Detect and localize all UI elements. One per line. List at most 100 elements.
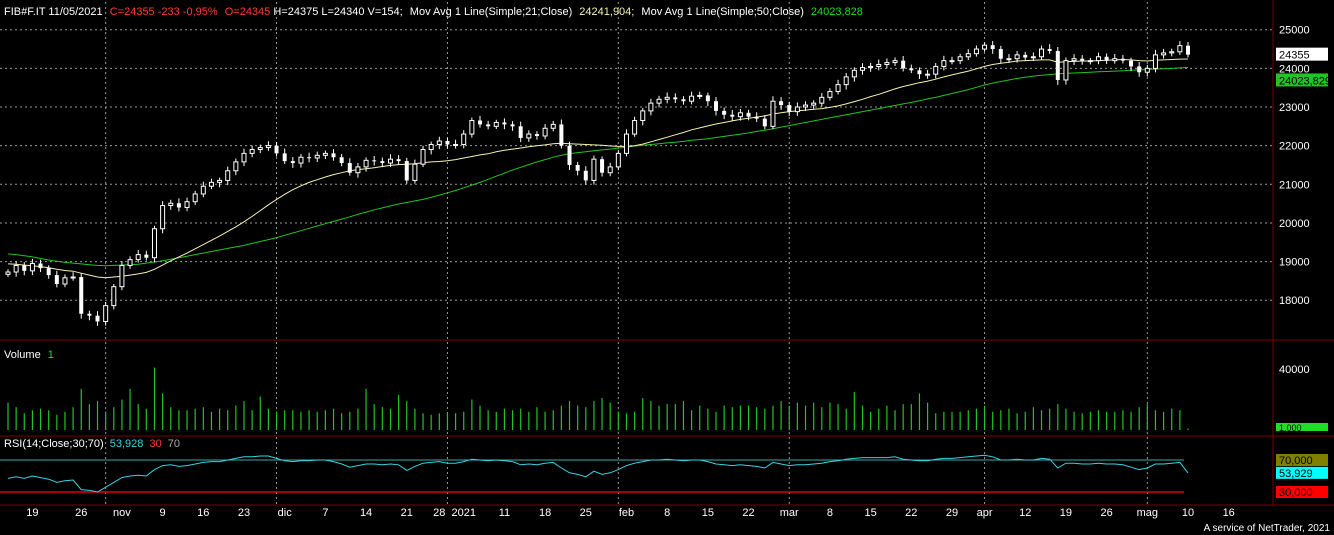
candle-body-up [941, 60, 947, 67]
x-tick-label: 16 [1223, 507, 1235, 519]
candle-body-down [307, 157, 312, 159]
candle-body-up [623, 133, 629, 154]
volume-tick-label: 40000 [1279, 364, 1310, 376]
candle-body-up [1063, 60, 1069, 81]
candle-body-up [648, 102, 654, 112]
rsi-value-box [1276, 466, 1328, 479]
candle-body-down [445, 141, 450, 145]
x-tick-label: 10 [1182, 507, 1194, 519]
candle-body-up [453, 143, 459, 146]
candle-body-up [420, 149, 426, 165]
x-tick-label: 15 [864, 507, 876, 519]
candle-body-up [192, 193, 198, 203]
x-tick-label: 19 [26, 507, 38, 519]
candle-body-up [1161, 52, 1167, 56]
candle-body-down [22, 265, 27, 271]
candle-body-up [770, 100, 776, 127]
x-tick-label: 19 [1060, 507, 1072, 519]
candle-body-down [331, 153, 336, 158]
candle-body-down [1120, 58, 1125, 61]
candle-body-down [681, 99, 686, 102]
rsi-value-box-label: 53,929 [1279, 468, 1313, 480]
candle-body-up [436, 140, 442, 145]
candle-body-up [314, 154, 320, 159]
candle-body-up [550, 123, 556, 129]
candle-body-down [1186, 45, 1190, 55]
price-tick-label: 21000 [1279, 179, 1310, 191]
candle-body-down [779, 101, 784, 106]
x-tick-label: mar [780, 507, 799, 519]
candle-body-up [884, 62, 890, 66]
candle-body-up [13, 264, 19, 273]
header-ma50-label: Mov Avg 1 Line(Simple;50;Close) [641, 6, 803, 18]
candle-body-up [1006, 58, 1012, 61]
candle-body-down [762, 118, 767, 127]
candle-body-up [1177, 45, 1183, 53]
candle-body-up [843, 76, 849, 86]
candle-body-up [355, 166, 361, 174]
candle-body-down [559, 124, 564, 146]
candle-body-down [404, 161, 409, 181]
candle-body-up [111, 286, 117, 307]
candle-body-up [1169, 51, 1175, 54]
candle-body-down [478, 120, 482, 125]
candle-body-up [640, 110, 646, 122]
candle-body-up [859, 67, 865, 71]
candle-body-up [811, 102, 817, 106]
rsi-high-box [1276, 454, 1328, 466]
candle-body-up [542, 127, 548, 137]
x-tick-label: 26 [75, 507, 87, 519]
candle-body-up [876, 64, 882, 67]
candle-body-up [965, 53, 971, 58]
x-tick-label: 18 [539, 507, 551, 519]
x-tick-label: 9 [160, 507, 166, 519]
last-ma50-label: 24023,829 [1279, 75, 1331, 87]
x-tick-label: nov [113, 507, 131, 519]
rsi-line [7, 454, 1189, 493]
candle-body-up [607, 166, 613, 174]
candle-body-down [486, 124, 491, 127]
candle-body-up [168, 202, 174, 207]
price-tick-label: 23000 [1279, 102, 1310, 114]
candle-body-down [347, 163, 352, 173]
candle-body-up [225, 170, 231, 181]
volume-title-value: 1 [48, 349, 54, 361]
candle-body-down [95, 315, 100, 322]
candle-body-up [737, 112, 743, 118]
candle-body-down [372, 160, 377, 162]
candle-body-up [1095, 56, 1101, 62]
volume-last-box [1276, 423, 1328, 431]
candle-body-down [600, 159, 605, 173]
x-tick-label: 22 [742, 507, 754, 519]
x-tick-label: 14 [360, 507, 372, 519]
x-tick-label: 16 [197, 507, 209, 519]
x-tick-label: 28 [433, 507, 445, 519]
candle-body-up [1087, 60, 1093, 63]
candle-body-down [1047, 49, 1052, 51]
candle-body-down [1055, 50, 1060, 80]
candle-body-up [184, 201, 190, 208]
header-ma21-value: 24241,904; [579, 6, 634, 18]
candle-body-up [664, 96, 670, 100]
candle-body-up [249, 149, 255, 154]
candle-body-up [5, 271, 11, 275]
candle-body-down [705, 95, 710, 102]
candle-body-up [469, 120, 475, 135]
candle-body-up [689, 95, 695, 102]
candle-body-down [54, 275, 59, 284]
x-tick-label: 12 [1019, 507, 1031, 519]
candle-body-up [803, 104, 809, 108]
chart-header: FIB#F.IT 11/05/2021 C=24355 -233 -0,95% … [4, 6, 863, 18]
x-tick-label: 8 [827, 507, 833, 519]
candle-body-up [29, 263, 35, 272]
candle-body-up [265, 145, 271, 149]
footer-credit: A service of NetTrader, 2021 [1204, 523, 1331, 534]
rsi-label: RSI(14;Close;30;70) [4, 438, 104, 450]
candle-body-up [1030, 56, 1036, 59]
volume-title: Volume 1 [4, 349, 54, 361]
candle-body-up [387, 158, 393, 164]
x-tick-label: apr [977, 507, 993, 519]
candle-body-up [1144, 67, 1150, 73]
candle-body-up [973, 48, 979, 55]
x-tick-label: 11 [499, 507, 510, 519]
